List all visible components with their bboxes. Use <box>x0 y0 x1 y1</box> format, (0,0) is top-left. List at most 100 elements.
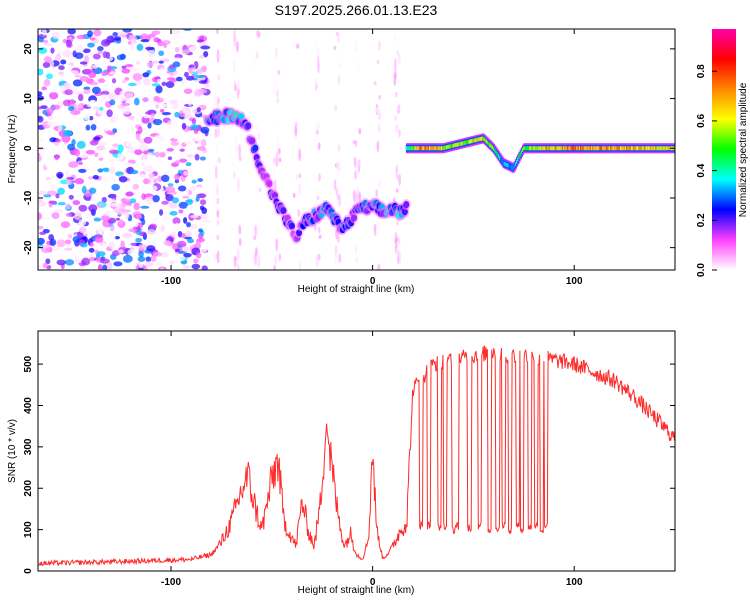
streak-cell <box>235 40 239 53</box>
streak-cell <box>393 78 397 86</box>
noise-cell <box>127 249 136 256</box>
noise-cell <box>136 60 141 65</box>
noise-cell <box>122 232 132 239</box>
streak-cell <box>376 140 380 153</box>
tone-core <box>652 146 655 151</box>
noise-cell <box>155 261 163 266</box>
noise-cell <box>42 217 51 221</box>
noise-cell <box>182 265 191 269</box>
noise-cell <box>166 148 174 152</box>
noise-cell <box>173 133 179 140</box>
streak-cell <box>238 144 242 158</box>
noise-cell <box>174 222 180 230</box>
tone-core <box>408 146 411 151</box>
streak-cell <box>273 179 277 193</box>
noise-cell <box>51 185 59 192</box>
tone-core <box>613 146 617 151</box>
spectrogram-ytick-label-3: 10 <box>23 93 34 105</box>
noise-cell <box>89 242 94 247</box>
snr-ytick-label-3: 300 <box>23 438 34 455</box>
streak-cell <box>313 77 317 87</box>
streak-cell <box>252 59 256 66</box>
streak-cell <box>377 112 381 119</box>
tone-core <box>457 142 461 147</box>
noise-cell <box>167 120 172 126</box>
tone-core <box>626 146 629 151</box>
noise-cell <box>127 146 137 154</box>
noise-cell <box>117 144 124 153</box>
noise-cell <box>169 211 178 216</box>
tone-core <box>544 146 548 151</box>
tone-core <box>662 146 665 151</box>
noise-cell <box>146 245 156 252</box>
streak-cell <box>294 135 298 140</box>
noise-cell <box>141 49 146 54</box>
noise-cell <box>177 231 183 238</box>
noise-cell <box>178 201 189 209</box>
tone-core <box>499 155 502 160</box>
noise-cell <box>134 149 143 156</box>
noise-cell <box>110 175 117 180</box>
noise-cell <box>38 106 44 110</box>
noise-cell <box>121 106 132 115</box>
noise-cell <box>77 93 84 102</box>
streak-cell <box>376 59 380 65</box>
tone-core <box>443 145 446 150</box>
noise-cell <box>140 205 150 209</box>
noise-cell <box>172 61 181 68</box>
streak-cell <box>317 142 321 151</box>
tone-core <box>546 146 549 151</box>
noise-cell <box>78 204 88 212</box>
tone-core <box>440 146 444 151</box>
noise-cell <box>71 139 76 146</box>
streak-cell <box>375 189 379 198</box>
noise-cell <box>181 233 186 239</box>
streak-cell <box>394 58 397 73</box>
streak-cell <box>317 61 320 74</box>
noise-cell <box>184 71 189 78</box>
tone-core <box>449 144 452 149</box>
noise-cell <box>128 44 135 50</box>
noise-cell <box>191 118 197 125</box>
tone-core <box>482 136 485 141</box>
noise-cell <box>192 71 199 76</box>
noise-cell <box>141 158 149 166</box>
tone-core <box>484 138 487 143</box>
streak-cell <box>254 252 258 267</box>
tone-core <box>584 146 588 151</box>
tone-core <box>407 146 410 151</box>
spectrogram-xlabel: Height of straight line (km) <box>298 284 415 295</box>
tone-core <box>506 162 509 167</box>
streak-cell <box>255 50 259 60</box>
snr-background <box>38 331 675 571</box>
noise-cell <box>141 97 150 102</box>
noise-cell <box>85 213 93 219</box>
tone-core <box>661 146 664 151</box>
noise-cell <box>101 243 108 250</box>
streak-cell <box>273 264 277 270</box>
tone-core <box>433 146 436 151</box>
noise-cell <box>112 250 120 257</box>
streak-cell <box>234 137 237 145</box>
streak-cell <box>378 179 381 188</box>
tone-core <box>651 146 654 151</box>
tone-core <box>538 146 542 151</box>
streak-cell <box>217 74 221 81</box>
noise-cell <box>136 43 144 51</box>
noise-cell <box>116 54 125 61</box>
noise-cell <box>135 237 143 243</box>
noise-cell <box>67 233 73 239</box>
noise-cell <box>38 111 42 116</box>
noise-cell <box>47 210 53 215</box>
tone-core <box>528 146 531 151</box>
tone-core <box>426 146 429 151</box>
snr-xlabel: Height of straight line (km) <box>298 585 415 596</box>
noise-cell <box>87 42 95 48</box>
tone-core <box>578 146 582 151</box>
streak-cell <box>216 197 220 205</box>
noise-cell <box>183 217 188 224</box>
tone-core <box>644 146 647 151</box>
noise-cell <box>120 240 125 249</box>
tone-core <box>548 146 551 151</box>
streak-cell <box>393 34 397 44</box>
